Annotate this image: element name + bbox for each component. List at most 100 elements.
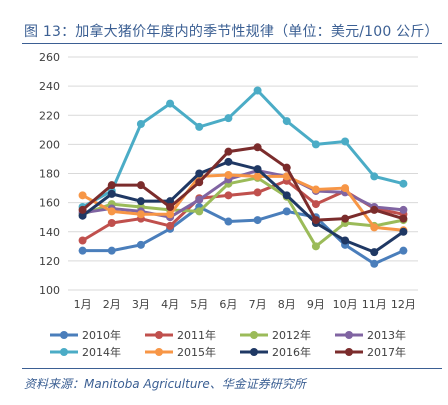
data-point	[311, 216, 320, 225]
y-tick-label: 100	[39, 284, 60, 297]
legend-item: 2014年	[50, 345, 121, 359]
data-point	[282, 117, 291, 126]
data-point	[166, 202, 175, 211]
legend-label: 2014年	[82, 345, 121, 359]
series-line	[81, 160, 405, 254]
x-tick-label: 8月	[278, 298, 296, 311]
data-point	[370, 172, 379, 181]
legend-swatch-marker	[345, 348, 353, 356]
data-point	[136, 210, 145, 219]
source-note: 资料来源：Manitoba Agriculture、华金证券研究所	[24, 377, 306, 391]
data-point	[311, 242, 320, 251]
data-point	[341, 137, 350, 146]
data-point	[224, 157, 233, 166]
x-tick-label: 9月	[307, 298, 325, 311]
data-point	[224, 147, 233, 156]
data-point	[136, 181, 145, 190]
y-tick-label: 180	[39, 168, 60, 181]
series-line	[82, 205, 405, 266]
series-line	[81, 88, 404, 209]
data-point	[195, 169, 204, 178]
legend-label: 2012年	[272, 328, 311, 342]
data-point	[78, 205, 87, 214]
data-point	[136, 119, 145, 128]
legend-swatch-marker	[60, 331, 68, 339]
legend-label: 2011年	[177, 328, 216, 342]
data-point	[341, 236, 350, 245]
legend-item: 2012年	[240, 328, 311, 342]
data-point	[78, 246, 87, 255]
series-2015年	[78, 170, 408, 235]
data-point	[311, 200, 320, 209]
y-tick-label: 240	[39, 80, 60, 93]
data-point	[107, 189, 116, 198]
legend-swatch-marker	[60, 348, 68, 356]
data-point	[282, 172, 291, 181]
source-divider	[22, 368, 442, 369]
legend: 2010年 2011年 2012年 2013年 2014年 2015年 2016年 2017年	[50, 328, 406, 359]
data-point	[311, 185, 320, 194]
x-tick-label: 11月	[362, 298, 387, 311]
data-point	[195, 178, 204, 187]
data-point	[370, 259, 379, 268]
gridlines	[68, 56, 418, 291]
x-tick-label: 3月	[132, 298, 150, 311]
y-axis-labels: 100 120 140 160 180 200 220 240 260	[39, 51, 60, 297]
x-tick-label: 4月	[161, 298, 179, 311]
y-tick-label: 120	[39, 255, 60, 268]
data-point	[399, 205, 408, 214]
data-point	[282, 207, 291, 216]
data-point	[107, 246, 116, 255]
data-point	[166, 210, 175, 219]
series-line	[82, 176, 404, 248]
y-tick-label: 220	[39, 109, 60, 122]
chart-title: 图 13：加拿大猪价年度内的季节性规律（单位：美元/100 公斤）	[24, 24, 439, 40]
data-point	[399, 246, 408, 255]
data-point	[136, 240, 145, 249]
legend-label: 2017年	[367, 345, 406, 359]
data-point	[166, 221, 175, 230]
series-2014年	[78, 86, 408, 211]
series-lines	[78, 86, 408, 268]
legend-label: 2010年	[82, 328, 121, 342]
data-point	[282, 163, 291, 172]
legend-label: 2015年	[177, 345, 216, 359]
series-line	[81, 173, 404, 232]
series-line	[81, 145, 404, 222]
data-point	[253, 86, 262, 95]
x-tick-label: 12月	[391, 298, 416, 311]
legend-swatch-marker	[345, 331, 353, 339]
legend-item: 2013年	[335, 328, 406, 342]
data-point	[370, 223, 379, 232]
data-point	[224, 170, 233, 179]
x-tick-label: 10月	[333, 298, 358, 311]
y-tick-label: 140	[39, 226, 60, 239]
data-point	[78, 211, 87, 220]
y-tick-label: 160	[39, 197, 60, 210]
data-point	[224, 217, 233, 226]
title-divider	[22, 43, 442, 44]
legend-swatch-marker	[250, 331, 258, 339]
data-point	[195, 122, 204, 131]
data-point	[253, 165, 262, 174]
x-tick-label: 5月	[190, 298, 208, 311]
data-point	[253, 216, 262, 225]
data-point	[282, 191, 291, 200]
legend-label: 2013年	[367, 328, 406, 342]
data-point	[195, 195, 204, 204]
x-tick-label: 2月	[103, 298, 121, 311]
data-point	[399, 227, 408, 236]
data-point	[370, 248, 379, 257]
legend-swatch-marker	[250, 348, 258, 356]
data-point	[107, 181, 116, 190]
legend-item: 2017年	[335, 345, 406, 359]
x-tick-label: 6月	[219, 298, 237, 311]
data-point	[166, 197, 175, 206]
data-point	[253, 143, 262, 152]
data-point	[370, 205, 379, 214]
x-tick-label: 7月	[249, 298, 267, 311]
series-2016年	[78, 157, 408, 257]
data-point	[399, 214, 408, 223]
data-point	[341, 184, 350, 193]
